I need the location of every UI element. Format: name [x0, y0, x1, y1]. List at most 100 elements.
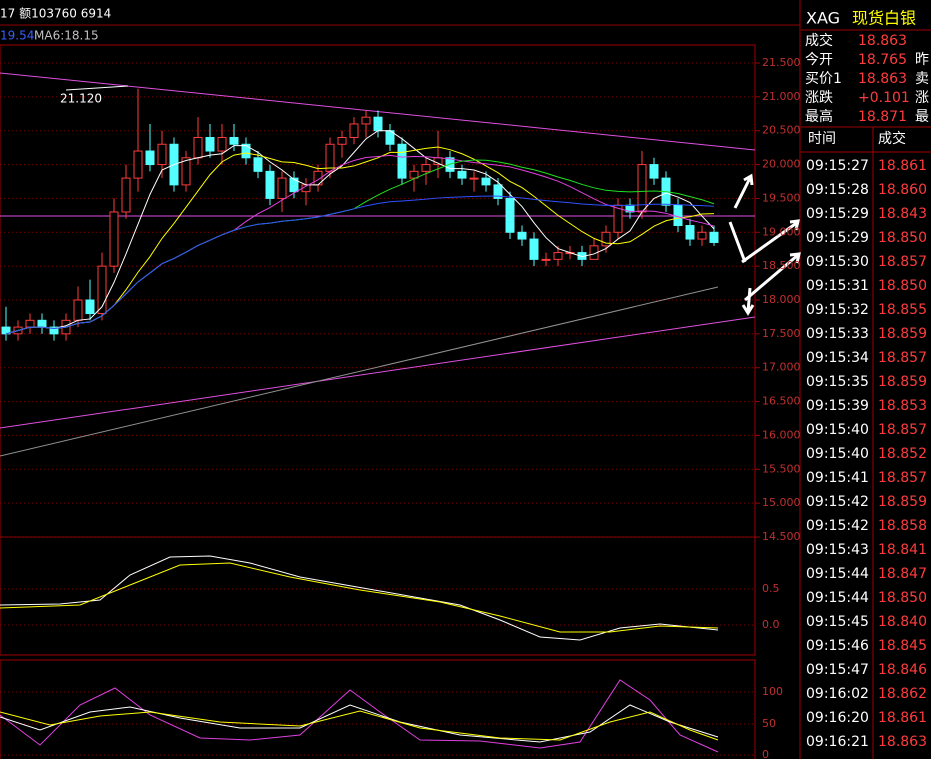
y-tick-label: 20.500: [762, 124, 801, 137]
candle-body: [649, 164, 659, 179]
trade-price: 18.861: [878, 158, 927, 174]
trade-price: 18.840: [878, 614, 927, 630]
trade-time: 09:16:21: [806, 734, 869, 750]
trade-price: 18.859: [878, 326, 927, 342]
y-tick-label: 100: [762, 685, 783, 698]
candle-body: [673, 204, 683, 227]
trade-time: 09:15:44: [806, 590, 869, 606]
trade-price: 18.862: [878, 686, 927, 702]
trade-price: 18.861: [878, 710, 927, 726]
quote-value: 18.863: [858, 71, 907, 87]
trade-price: 18.855: [878, 302, 927, 318]
quote-value: +0.101: [858, 90, 910, 106]
trade-time: 09:15:29: [806, 230, 869, 246]
trade-time: 09:15:35: [806, 374, 869, 390]
candle-body: [217, 136, 227, 152]
y-tick-label: 21.500: [762, 56, 801, 69]
trade-price: 18.859: [878, 374, 927, 390]
candle-body: [73, 299, 83, 321]
y-tick-label: 19.500: [762, 191, 801, 204]
y-tick-label: 21.000: [762, 90, 801, 103]
y-tick-label: 18.000: [762, 293, 801, 306]
dea-line: [0, 562, 719, 633]
symbol: XAG: [806, 9, 840, 28]
arrow: [741, 219, 800, 264]
candle-body: [397, 143, 407, 179]
macd-frame: [0, 536, 756, 656]
trade-time: 09:15:31: [806, 278, 869, 294]
candle-body: [277, 177, 287, 199]
trade-price: 18.850: [878, 278, 927, 294]
quote-label: 涨: [915, 90, 929, 106]
trade-time: 09:15:42: [806, 494, 869, 510]
ma-label: 19.54: [0, 29, 34, 43]
trade-price: 18.843: [878, 206, 927, 222]
candle-body: [37, 319, 47, 328]
candle-body: [253, 157, 263, 172]
trade-price: 18.853: [878, 398, 927, 414]
candle-body: [49, 326, 59, 335]
quote-value: 18.863: [858, 33, 907, 49]
quote-value: 18.871: [858, 109, 907, 125]
y-tick-label: 0: [762, 748, 769, 759]
quote-label: 最高: [805, 108, 833, 125]
trade-price: 18.859: [878, 494, 927, 510]
trade-price: 18.846: [878, 662, 927, 678]
trade-time: 09:15:29: [806, 206, 869, 222]
y-tick-label: 19.000: [762, 225, 801, 238]
trade-price: 18.850: [878, 230, 927, 246]
candle-body: [361, 116, 371, 125]
candle-body: [505, 197, 515, 233]
trade-price: 18.860: [878, 182, 927, 198]
top-bar: [0, 0, 800, 25]
arrows: [728, 173, 801, 316]
quote-label: 今开: [805, 52, 833, 68]
arrow: [728, 221, 747, 263]
column-header: 时间: [808, 131, 836, 147]
trade-price: 18.857: [878, 422, 927, 438]
candle-body: [601, 231, 611, 247]
candle-body: [517, 231, 527, 240]
arrow: [733, 173, 754, 209]
trade-price: 18.845: [878, 638, 927, 654]
dif-line: [0, 555, 719, 641]
candle-body: [349, 123, 359, 138]
trade-time: 09:15:43: [806, 542, 869, 558]
trade-time: 09:15:45: [806, 614, 869, 630]
trade-price: 18.857: [878, 470, 927, 486]
y-tick-label: 18.500: [762, 259, 801, 272]
candle-body: [553, 252, 563, 260]
candle-body: [529, 238, 539, 260]
y-tick-label: 0.5: [762, 582, 780, 595]
trade-time: 09:15:41: [806, 470, 869, 486]
candle-body: [469, 177, 479, 180]
trade-time: 09:15:30: [806, 254, 869, 270]
high-label: 21.120: [60, 92, 102, 106]
candle-body: [481, 177, 491, 186]
candle-body: [373, 116, 383, 132]
k-line: [0, 704, 719, 743]
trade-price: 18.847: [878, 566, 927, 582]
quote-label: 昨: [915, 52, 929, 68]
candle-body: [85, 299, 95, 315]
trade-time: 09:15:42: [806, 518, 869, 534]
kdj: [0, 679, 719, 753]
candle-body: [229, 136, 239, 145]
quote-value: 18.765: [858, 52, 907, 68]
y-tick-label: 50: [762, 717, 776, 730]
candle-body: [337, 136, 347, 145]
candle-body: [409, 170, 419, 179]
candle-body: [265, 170, 275, 199]
ma-line: [5, 195, 715, 335]
volume-text: 17 额103760 6914: [0, 7, 111, 21]
candle-body: [145, 150, 155, 166]
trade-price: 18.852: [878, 446, 927, 462]
trade-time: 09:15:47: [806, 662, 869, 678]
quote-label: 成交: [805, 32, 833, 49]
quote-label: 买价1: [805, 71, 842, 87]
candle-body: [181, 157, 191, 186]
candle-body: [709, 231, 719, 243]
candle-body: [157, 143, 167, 166]
